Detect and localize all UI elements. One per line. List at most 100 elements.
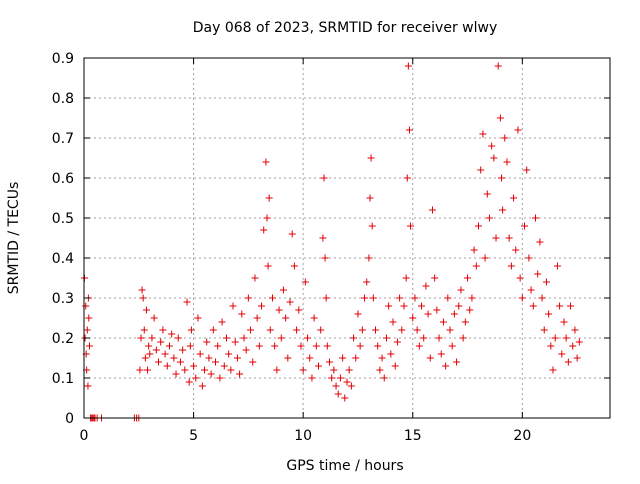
data-point [459, 334, 467, 342]
data-point [185, 378, 193, 386]
data-point [172, 370, 180, 378]
data-point [510, 194, 518, 202]
data-point [325, 358, 333, 366]
data-point [352, 354, 360, 362]
data-point [83, 326, 91, 334]
data-point [139, 294, 147, 302]
data-point [536, 238, 544, 246]
data-point [140, 326, 148, 334]
data-point [181, 366, 189, 374]
x-tick-label: 5 [189, 428, 198, 444]
data-point [431, 274, 439, 282]
y-tick-label: 0 [65, 411, 74, 427]
data-point [420, 334, 428, 342]
data-point [481, 254, 489, 262]
data-point [571, 326, 579, 334]
data-point [573, 354, 581, 362]
data-point [466, 306, 474, 314]
data-point [525, 254, 533, 262]
x-tick-label: 15 [404, 428, 422, 444]
data-point [319, 234, 327, 242]
data-point [288, 230, 296, 238]
data-point [542, 278, 550, 286]
data-point [523, 166, 531, 174]
data-point [203, 338, 211, 346]
grid-lines [84, 58, 610, 418]
data-point [385, 302, 393, 310]
data-point [512, 246, 520, 254]
data-point [282, 314, 290, 322]
data-point [320, 174, 328, 182]
y-tick-label: 0.4 [52, 251, 74, 267]
data-point [141, 354, 149, 362]
data-point [343, 378, 351, 386]
data-point [400, 302, 408, 310]
y-tick-label: 0.7 [52, 131, 74, 147]
data-point [433, 306, 441, 314]
data-point [310, 314, 318, 322]
data-point [518, 294, 526, 302]
data-point [312, 342, 320, 350]
data-point [179, 346, 187, 354]
data-point [220, 362, 228, 370]
data-point [558, 350, 566, 358]
data-point [405, 126, 413, 134]
data-point [488, 142, 496, 150]
data-point [187, 326, 195, 334]
data-point [553, 262, 561, 270]
data-point [284, 354, 292, 362]
data-point [321, 254, 329, 262]
data-point [249, 358, 257, 366]
plot-frame [83, 57, 611, 419]
data-point [328, 374, 336, 382]
data-point [150, 314, 158, 322]
data-point [238, 310, 246, 318]
data-point [435, 334, 443, 342]
data-point [148, 334, 156, 342]
data-point [196, 350, 204, 358]
data-point [207, 370, 215, 378]
data-point [308, 374, 316, 382]
data-point [240, 334, 248, 342]
data-point [499, 206, 507, 214]
data-point [376, 366, 384, 374]
data-point [366, 194, 374, 202]
data-point [527, 286, 535, 294]
data-point [263, 214, 271, 222]
data-point [222, 334, 230, 342]
data-point [547, 342, 555, 350]
data-point [323, 342, 331, 350]
data-point [183, 298, 191, 306]
data-point [290, 262, 298, 270]
data-point [260, 226, 268, 234]
data-point [209, 326, 217, 334]
data-point [251, 274, 259, 282]
data-point [317, 326, 325, 334]
data-point [295, 306, 303, 314]
data-point [255, 342, 263, 350]
data-point [549, 366, 557, 374]
data-point [411, 294, 419, 302]
data-point [396, 294, 404, 302]
data-point [496, 114, 504, 122]
data-point [212, 358, 219, 366]
data-point [168, 330, 176, 338]
data-point [244, 294, 252, 302]
data-point [448, 342, 456, 350]
data-point [262, 158, 270, 166]
data-point [514, 126, 522, 134]
y-tick-label: 0.1 [52, 371, 74, 387]
data-point [446, 326, 454, 334]
data-point [339, 354, 347, 362]
data-point [422, 282, 430, 290]
data-point [415, 342, 423, 350]
data-point [216, 374, 224, 382]
data-point [247, 326, 255, 334]
data-point [345, 366, 353, 374]
data-point [492, 234, 500, 242]
y-tick-label: 0.2 [52, 331, 74, 347]
data-point [264, 262, 272, 270]
data-point [402, 274, 410, 282]
data-point [218, 318, 226, 326]
